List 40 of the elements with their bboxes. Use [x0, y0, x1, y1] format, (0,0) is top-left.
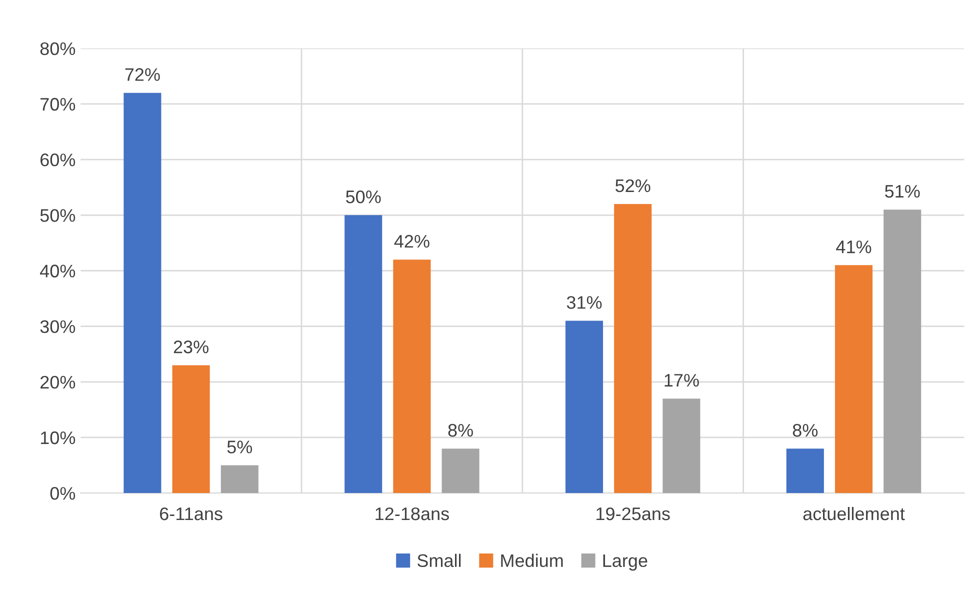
bar	[884, 210, 922, 494]
bar	[344, 215, 382, 494]
y-tick-label: 20%	[40, 376, 76, 389]
text: 5%	[227, 440, 252, 454]
y-tick-label: 30%	[40, 320, 76, 334]
x-tick-label: 6-11ans	[160, 507, 222, 520]
text: 42%	[394, 234, 430, 248]
y-tick-label: 60%	[40, 154, 76, 166]
text: 31%	[566, 296, 602, 309]
text: 8%	[448, 424, 473, 437]
bar	[614, 204, 652, 494]
legend-label: Medium	[501, 554, 563, 568]
text: 41%	[836, 240, 872, 254]
bar	[172, 365, 210, 494]
bar	[662, 398, 700, 494]
x-tick-label: 19-25ans	[596, 507, 670, 520]
bar	[442, 448, 480, 494]
y-tick-label: 40%	[40, 264, 76, 278]
y-tick-label: 10%	[40, 431, 76, 444]
y-tick-label: 0%	[50, 487, 76, 500]
y-tick-label: 50%	[40, 209, 76, 222]
bar	[220, 465, 258, 494]
legend-label: Large	[603, 554, 648, 571]
text: 23%	[174, 340, 208, 354]
text: 72%	[125, 68, 160, 81]
text: 52%	[616, 179, 650, 192]
text: 8%	[792, 424, 818, 437]
legend-label: Small	[417, 554, 461, 568]
y-tick-label: 70%	[40, 98, 76, 111]
bar	[786, 448, 824, 494]
bar	[124, 92, 162, 494]
x-tick-label: actuellement	[803, 506, 905, 520]
text: 50%	[346, 190, 381, 204]
text: 17%	[664, 374, 699, 387]
bar	[565, 320, 604, 494]
bar	[393, 260, 431, 494]
bar	[834, 265, 873, 494]
text: 51%	[885, 184, 920, 198]
y-tick-label: 80%	[40, 42, 76, 56]
x-tick-label: 12-18ans	[376, 507, 449, 520]
